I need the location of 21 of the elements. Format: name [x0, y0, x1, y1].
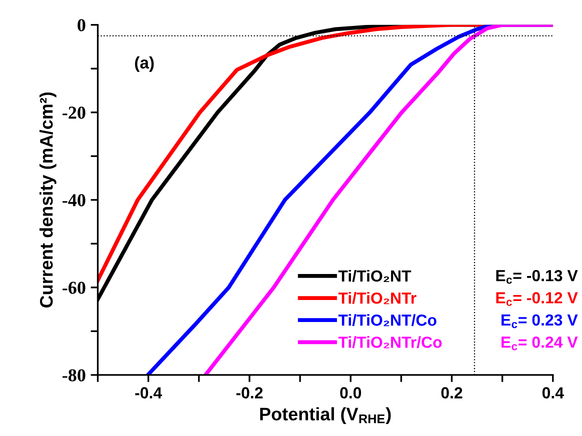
- x-tick-label: 0.4: [542, 387, 564, 398]
- y-tick-label: 0: [78, 19, 86, 32]
- legend-label: Ti/TiO₂NTr/Co: [338, 336, 442, 348]
- annotation: E$_{c}$= 0.23 V: [502, 314, 578, 328]
- y-axis-title: Current density (mA/cm²): [40, 92, 56, 308]
- legend-label: Ti/TiO₂NTr: [338, 292, 416, 304]
- annotation: E$_{c}$= -0.13 V: [496, 270, 578, 284]
- y-tick-label: -80: [62, 369, 86, 382]
- y-tick-label: -20: [62, 106, 86, 119]
- x-tick-label: 0.0: [340, 387, 362, 398]
- y-tick-label: -40: [62, 194, 86, 206]
- x-tick-label: -0.4: [135, 387, 162, 398]
- x-tick-label: 0.2: [441, 387, 462, 398]
- x-tick-label: -0.2: [236, 387, 263, 398]
- legend-label: Ti/TiO₂NT/Co: [338, 314, 436, 326]
- legend-label: Ti/TiO₂NT: [338, 270, 412, 282]
- annotation: (a): [135, 56, 154, 72]
- x-axis-title: Potential (V$_{RHE}$): [260, 407, 391, 424]
- y-tick-label: -60: [62, 282, 86, 294]
- annotation: E$_{c}$= -0.12 V: [496, 292, 578, 306]
- annotation: E$_{c}$= 0.24 V: [502, 336, 578, 350]
